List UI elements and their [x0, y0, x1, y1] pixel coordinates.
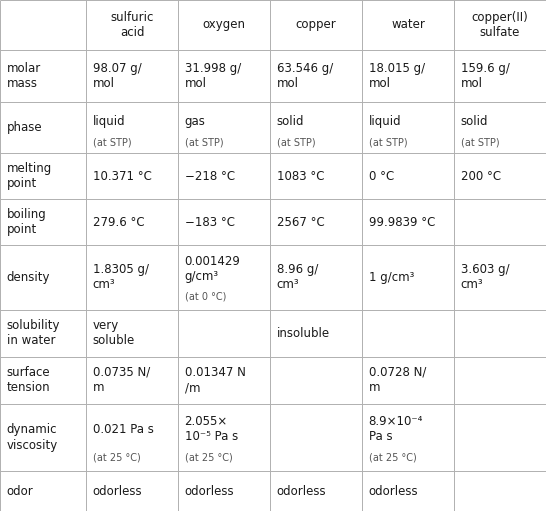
- Text: odorless: odorless: [185, 484, 234, 498]
- Text: water: water: [391, 18, 425, 32]
- Text: liquid: liquid: [93, 115, 125, 128]
- Text: liquid: liquid: [369, 115, 401, 128]
- Text: odorless: odorless: [369, 484, 418, 498]
- Text: 3.603 g/
cm³: 3.603 g/ cm³: [461, 263, 509, 291]
- Text: (at 0 °C): (at 0 °C): [185, 292, 226, 301]
- Text: melting
point: melting point: [7, 162, 52, 191]
- Text: 0.021 Pa s: 0.021 Pa s: [93, 423, 153, 436]
- Text: boiling
point: boiling point: [7, 208, 46, 236]
- Text: insoluble: insoluble: [277, 327, 330, 339]
- Text: 279.6 °C: 279.6 °C: [93, 216, 144, 228]
- Text: copper(II)
sulfate: copper(II) sulfate: [472, 11, 529, 39]
- Text: 0.0735 N/
m: 0.0735 N/ m: [93, 366, 150, 394]
- Text: 1083 °C: 1083 °C: [277, 170, 324, 183]
- Text: solid: solid: [277, 115, 304, 128]
- Text: 2.055×
10⁻⁵ Pa s: 2.055× 10⁻⁵ Pa s: [185, 415, 238, 443]
- Text: 18.015 g/
mol: 18.015 g/ mol: [369, 61, 425, 90]
- Text: 2567 °C: 2567 °C: [277, 216, 324, 228]
- Text: density: density: [7, 271, 50, 284]
- Text: 98.07 g/
mol: 98.07 g/ mol: [93, 61, 141, 90]
- Text: 63.546 g/
mol: 63.546 g/ mol: [277, 61, 333, 90]
- Text: very
soluble: very soluble: [93, 319, 135, 347]
- Text: (at STP): (at STP): [93, 138, 131, 148]
- Text: 31.998 g/
mol: 31.998 g/ mol: [185, 61, 241, 90]
- Text: 10.371 °C: 10.371 °C: [93, 170, 151, 183]
- Text: (at 25 °C): (at 25 °C): [93, 453, 140, 462]
- Text: dynamic
viscosity: dynamic viscosity: [7, 423, 58, 452]
- Text: 99.9839 °C: 99.9839 °C: [369, 216, 435, 228]
- Text: odorless: odorless: [93, 484, 142, 498]
- Text: odorless: odorless: [277, 484, 326, 498]
- Text: (at 25 °C): (at 25 °C): [369, 453, 416, 462]
- Text: odor: odor: [7, 484, 33, 498]
- Text: copper: copper: [295, 18, 336, 32]
- Text: sulfuric
acid: sulfuric acid: [110, 11, 154, 39]
- Text: 1 g/cm³: 1 g/cm³: [369, 271, 414, 284]
- Text: 1.8305 g/
cm³: 1.8305 g/ cm³: [93, 263, 149, 291]
- Text: surface
tension: surface tension: [7, 366, 50, 394]
- Text: 159.6 g/
mol: 159.6 g/ mol: [461, 61, 509, 90]
- Text: 200 °C: 200 °C: [461, 170, 501, 183]
- Text: (at STP): (at STP): [369, 138, 407, 148]
- Text: (at STP): (at STP): [461, 138, 499, 148]
- Text: (at STP): (at STP): [185, 138, 223, 148]
- Text: solubility
in water: solubility in water: [7, 319, 60, 347]
- Text: −183 °C: −183 °C: [185, 216, 235, 228]
- Text: 0.001429
g/cm³: 0.001429 g/cm³: [185, 256, 240, 284]
- Text: 0.0728 N/
m: 0.0728 N/ m: [369, 366, 426, 394]
- Text: solid: solid: [461, 115, 488, 128]
- Text: (at 25 °C): (at 25 °C): [185, 453, 233, 462]
- Text: 8.9×10⁻⁴
Pa s: 8.9×10⁻⁴ Pa s: [369, 415, 423, 443]
- Text: (at STP): (at STP): [277, 138, 315, 148]
- Text: oxygen: oxygen: [203, 18, 246, 32]
- Text: gas: gas: [185, 115, 205, 128]
- Text: molar
mass: molar mass: [7, 61, 41, 90]
- Text: 0.01347 N
/m: 0.01347 N /m: [185, 366, 246, 394]
- Text: −218 °C: −218 °C: [185, 170, 235, 183]
- Text: 0 °C: 0 °C: [369, 170, 394, 183]
- Text: 8.96 g/
cm³: 8.96 g/ cm³: [277, 263, 318, 291]
- Text: phase: phase: [7, 121, 42, 134]
